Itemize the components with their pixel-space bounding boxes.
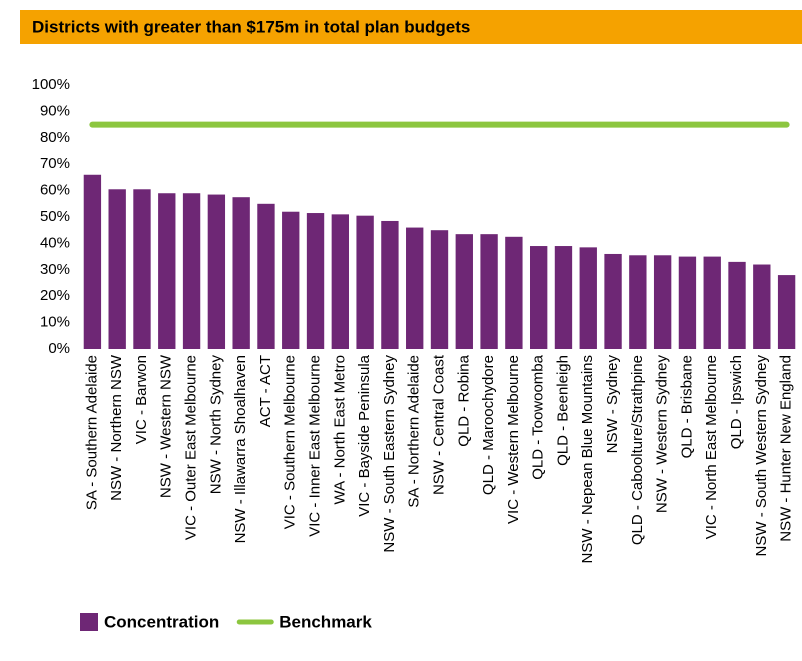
x-tick-label: ACT - ACT xyxy=(257,355,274,427)
x-tick-label: NSW - North Sydney xyxy=(207,355,224,495)
bar xyxy=(703,256,721,349)
x-tick-label: VIC - Outer East Melbourne xyxy=(183,355,200,540)
y-tick-label: 20% xyxy=(40,287,70,304)
x-tick-label: VIC - Bayside Peninsula xyxy=(356,354,373,516)
bar xyxy=(579,247,597,349)
y-tick-label: 10% xyxy=(40,314,70,331)
x-tick-label: SA - Southern Adelaide xyxy=(83,355,100,510)
bar xyxy=(133,189,151,349)
y-tick-label: 50% xyxy=(40,208,70,225)
x-tick-label: NSW - South Eastern Sydney xyxy=(381,355,398,553)
x-tick-label: VIC - North East Melbourne xyxy=(703,355,720,539)
x-tick-label: QLD - Robina xyxy=(455,354,472,446)
bar xyxy=(306,213,325,349)
bar xyxy=(108,189,126,349)
bar xyxy=(480,234,498,349)
bar xyxy=(282,211,300,349)
bar xyxy=(207,194,226,349)
x-tick-label: VIC - Barwon xyxy=(133,355,150,444)
x-tick-label: NSW - Western NSW xyxy=(158,354,175,498)
x-tick-label: QLD - Maroochydore xyxy=(480,355,497,495)
bar xyxy=(505,236,523,349)
bar xyxy=(158,193,176,349)
x-tick-label: VIC - Western Melbourne xyxy=(505,355,522,524)
bar xyxy=(629,255,647,349)
x-tick-label: WA - North East Metro xyxy=(331,355,348,504)
x-tick-label: NSW - Illawarra Shoalhaven xyxy=(232,355,249,543)
y-tick-label: 60% xyxy=(40,182,70,199)
bar xyxy=(83,174,102,349)
legend-label: Concentration xyxy=(104,612,219,631)
bar xyxy=(728,261,746,349)
y-tick-label: 70% xyxy=(40,155,70,172)
bar xyxy=(777,275,796,349)
x-tick-label: QLD - Caboolture/Strathpine xyxy=(629,355,646,545)
chart-title: Districts with greater than $175m in tot… xyxy=(32,17,470,36)
y-tick-label: 80% xyxy=(40,129,70,146)
bar xyxy=(604,253,622,349)
x-tick-label: QLD - Ipswich xyxy=(728,355,745,449)
x-tick-label: QLD - Toowoomba xyxy=(530,354,547,479)
bar xyxy=(455,234,473,349)
y-tick-label: 40% xyxy=(40,234,70,251)
bar xyxy=(381,220,399,349)
x-tick-label: NSW - Nepean Blue Mountains xyxy=(579,355,596,563)
bar xyxy=(406,227,424,349)
x-tick-label: QLD - Beenleigh xyxy=(554,355,571,466)
bar xyxy=(331,214,350,349)
legend-swatch xyxy=(80,613,98,631)
y-tick-label: 100% xyxy=(32,76,70,93)
bar xyxy=(678,256,697,349)
x-tick-label: VIC - Southern Melbourne xyxy=(282,355,299,529)
bar xyxy=(356,215,374,349)
bar xyxy=(529,246,548,349)
x-tick-label: NSW - Hunter New England xyxy=(778,355,795,542)
legend-label: Benchmark xyxy=(279,612,372,631)
x-tick-label: NSW - Northern NSW xyxy=(108,354,125,501)
title-bar xyxy=(20,10,802,44)
x-tick-label: NSW - Sydney xyxy=(604,355,621,454)
bar xyxy=(182,193,201,349)
x-tick-label: SA - Northern Adelaide xyxy=(406,355,423,508)
bar xyxy=(232,197,250,349)
x-tick-label: QLD - Brisbane xyxy=(678,355,695,458)
x-tick-label: NSW - Central Coast xyxy=(430,354,447,495)
bar xyxy=(430,230,449,349)
bar xyxy=(257,203,275,349)
bar xyxy=(554,246,573,349)
x-tick-label: VIC - Inner East Melbourne xyxy=(307,355,324,537)
bar xyxy=(753,264,771,349)
y-tick-label: 0% xyxy=(48,340,70,357)
y-tick-label: 30% xyxy=(40,261,70,278)
bar xyxy=(653,255,672,349)
y-tick-label: 90% xyxy=(40,102,70,119)
x-tick-label: NSW - Western Sydney xyxy=(654,355,671,514)
x-tick-label: NSW - South Western Sydney xyxy=(753,355,770,557)
